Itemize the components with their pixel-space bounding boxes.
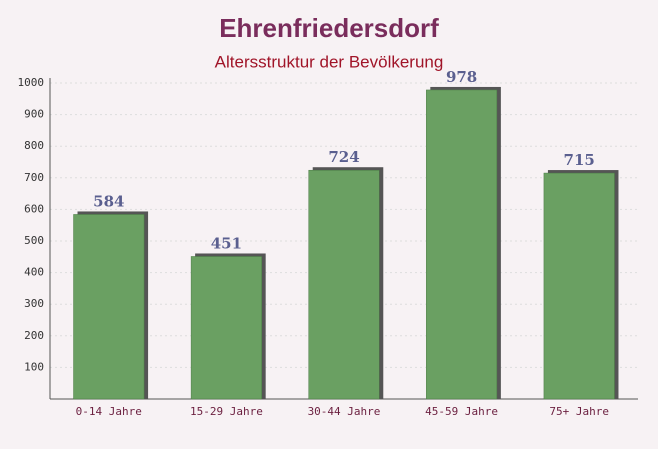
y-tick-label: 500 (24, 234, 44, 247)
y-tick-label: 900 (24, 108, 44, 121)
x-tick-label: 15-29 Jahre (190, 405, 263, 418)
y-tick-label: 300 (24, 297, 44, 310)
bar (426, 89, 498, 400)
y-tick-label: 800 (24, 139, 44, 152)
y-tick-label: 600 (24, 202, 44, 215)
value-label: 978 (446, 68, 477, 86)
y-tick-label: 700 (24, 171, 44, 184)
value-label: 584 (93, 192, 124, 210)
y-tick-label: 1000 (18, 76, 45, 89)
bar (190, 256, 262, 400)
chart-title: Ehrenfriedersdorf (219, 13, 439, 43)
value-label: 715 (564, 151, 595, 169)
x-tick-label: 75+ Jahre (549, 405, 609, 418)
value-label: 451 (211, 234, 242, 252)
chart-subtitle: Altersstruktur der Bevölkerung (215, 52, 444, 71)
value-label: 724 (328, 148, 359, 166)
x-tick-label: 0-14 Jahre (76, 405, 142, 418)
y-tick-label: 400 (24, 266, 44, 279)
bar (543, 172, 615, 400)
y-tick-label: 100 (24, 360, 44, 373)
y-tick-label: 200 (24, 329, 44, 342)
x-tick-label: 30-44 Jahre (308, 405, 381, 418)
x-tick-label: 45-59 Jahre (425, 405, 498, 418)
bar (73, 214, 145, 400)
bar (308, 169, 380, 400)
